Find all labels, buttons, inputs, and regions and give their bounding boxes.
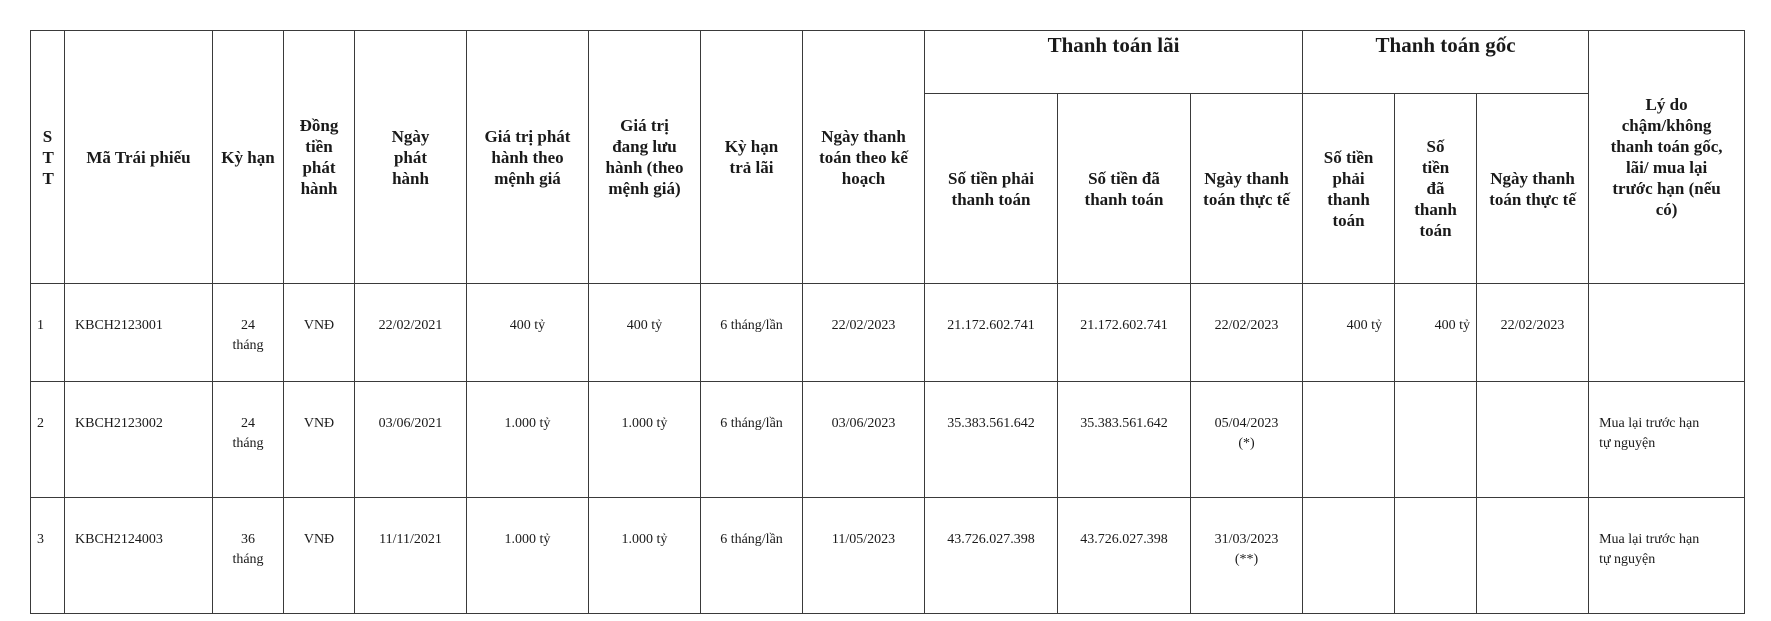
- table-row: 2 KBCH2123002 24 tháng VNĐ 03/06/2021 1.…: [30, 381, 1746, 498]
- header-reason: Lý do chậm/không thanh toán gốc, lãi/ mu…: [1588, 30, 1746, 284]
- cell-principal-date: [1476, 381, 1590, 498]
- interest-note: (*): [1238, 436, 1255, 451]
- interest-date: 05/04/2023: [1214, 416, 1279, 431]
- cell-interest-due: 43.726.027.398: [924, 497, 1058, 614]
- header-principal-due: Số tiền phải thanh toán: [1302, 93, 1396, 284]
- cell-principal-paid: 400 tỷ: [1394, 283, 1478, 382]
- header-interest-due: Số tiền phải thanh toán: [924, 93, 1058, 284]
- cell-principal-paid: [1394, 497, 1478, 614]
- cell-principal-due: 400 tỷ: [1302, 283, 1396, 382]
- cell-interest-date: 05/04/2023 (*): [1189, 381, 1304, 498]
- header-term: Kỳ hạn: [212, 30, 284, 284]
- cell-interest-date: 31/03/2023 (**): [1189, 497, 1304, 614]
- cell-issue-value: 400 tỷ: [466, 283, 589, 382]
- cell-interest-period: 6 tháng/lần: [700, 497, 803, 614]
- cell-interest-paid: 35.383.561.642: [1057, 381, 1191, 498]
- cell-term: 24 tháng: [212, 381, 284, 498]
- cell-interest-paid: 21.172.602.741: [1057, 283, 1191, 382]
- cell-currency: VNĐ: [283, 283, 355, 382]
- header-stt: S T T: [30, 30, 65, 284]
- cell-issue-date: 11/11/2021: [354, 497, 467, 614]
- cell-principal-date: 22/02/2023: [1476, 283, 1590, 382]
- cell-principal-paid: [1394, 381, 1478, 498]
- cell-interest-period: 6 tháng/lần: [700, 283, 803, 382]
- interest-note: (**): [1234, 552, 1259, 567]
- header-issue-value: Giá trị phát hành theo mệnh giá: [466, 30, 589, 284]
- cell-reason: Mua lại trước hạn tự nguyện: [1588, 497, 1746, 614]
- cell-interest-due: 35.383.561.642: [924, 381, 1058, 498]
- cell-stt: 1: [30, 283, 65, 382]
- cell-issue-date: 03/06/2021: [354, 381, 467, 498]
- cell-reason: Mua lại trước hạn tự nguyện: [1588, 381, 1746, 498]
- header-interest-actual-date: Ngày thanh toán thực tế: [1189, 93, 1304, 284]
- cell-principal-due: [1302, 381, 1396, 498]
- header-principal-actual-date: Ngày thanh toán thực tế: [1476, 93, 1590, 284]
- cell-planned-date: 22/02/2023: [802, 283, 925, 382]
- cell-interest-due: 21.172.602.741: [924, 283, 1058, 382]
- cell-interest-paid: 43.726.027.398: [1057, 497, 1191, 614]
- cell-issue-date: 22/02/2021: [354, 283, 467, 382]
- cell-planned-date: 03/06/2023: [802, 381, 925, 498]
- cell-currency: VNĐ: [283, 497, 355, 614]
- cell-bond-code: KBCH2123002: [64, 381, 213, 498]
- cell-reason: [1588, 283, 1746, 382]
- interest-date: 22/02/2023: [1214, 318, 1279, 333]
- cell-bond-code: KBCH2123001: [64, 283, 213, 382]
- cell-outstanding: 400 tỷ: [588, 283, 701, 382]
- cell-term: 24 tháng: [212, 283, 284, 382]
- cell-currency: VNĐ: [283, 381, 355, 498]
- cell-stt: 3: [30, 497, 65, 614]
- cell-issue-value: 1.000 tỷ: [466, 497, 589, 614]
- table-row: 3 KBCH2124003 36 tháng VNĐ 11/11/2021 1.…: [30, 497, 1746, 614]
- cell-issue-value: 1.000 tỷ: [466, 381, 589, 498]
- cell-outstanding: 1.000 tỷ: [588, 381, 701, 498]
- interest-date: 31/03/2023: [1214, 532, 1279, 547]
- cell-stt: 2: [30, 381, 65, 498]
- cell-term: 36 tháng: [212, 497, 284, 614]
- cell-planned-date: 11/05/2023: [802, 497, 925, 614]
- cell-principal-due: [1302, 497, 1396, 614]
- cell-bond-code: KBCH2124003: [64, 497, 213, 614]
- cell-interest-period: 6 tháng/lần: [700, 381, 803, 498]
- header-planned-payment-date: Ngày thanh toán theo kế hoạch: [802, 30, 925, 284]
- header-outstanding-value: Giá trị đang lưu hành (theo mệnh giá): [588, 30, 701, 284]
- table-row: 1 KBCH2123001 24 tháng VNĐ 22/02/2021 40…: [30, 283, 1746, 382]
- header-principal-group: Thanh toán gốc: [1302, 30, 1590, 94]
- header-interest-period: Kỳ hạn trả lãi: [700, 30, 803, 284]
- header-principal-paid: Số tiền đã thanh toán: [1394, 93, 1478, 284]
- header-bond-code: Mã Trái phiếu: [64, 30, 213, 284]
- cell-interest-date: 22/02/2023: [1189, 283, 1304, 382]
- header-currency: Đồng tiền phát hành: [283, 30, 355, 284]
- header-interest-paid: Số tiền đã thanh toán: [1057, 93, 1191, 284]
- cell-principal-date: [1476, 497, 1590, 614]
- cell-outstanding: 1.000 tỷ: [588, 497, 701, 614]
- header-interest-group: Thanh toán lãi: [923, 30, 1304, 94]
- bond-payment-table: S T T Mã Trái phiếu Kỳ hạn Đồng tiền phá…: [30, 30, 1746, 614]
- header-issue-date: Ngày phát hành: [354, 30, 467, 284]
